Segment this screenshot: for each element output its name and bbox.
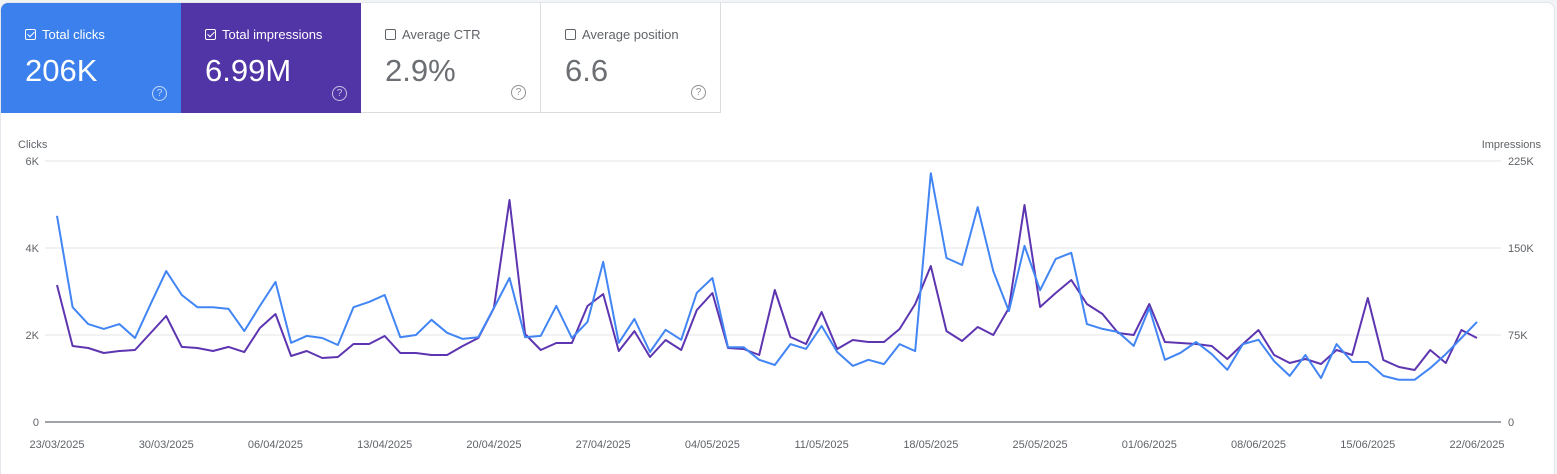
series-line-impressions (56, 199, 1478, 371)
metric-label: Total clicks (42, 27, 105, 42)
right-axis-tick-label: 225K (1508, 156, 1534, 168)
metric-value: 6.6 (565, 53, 609, 88)
right-axis-tick-label: 0 (1508, 417, 1514, 429)
left-axis-tick-label: 0 (33, 417, 39, 429)
x-axis-tick-label: 06/04/2025 (248, 439, 303, 451)
left-axis-tick-label: 4K (26, 243, 40, 255)
help-icon[interactable]: ? (332, 86, 347, 101)
series-line-clicks (56, 172, 1478, 381)
x-axis-tick-label: 22/06/2025 (1449, 439, 1504, 451)
metric-card-average-position[interactable]: Average position 6.6 ? (541, 3, 721, 113)
x-axis-tick-label: 25/05/2025 (1013, 439, 1068, 451)
help-icon[interactable]: ? (691, 85, 706, 100)
metric-card-total-clicks[interactable]: Total clicks 206K ? (1, 3, 181, 113)
x-axis-tick-label: 08/06/2025 (1231, 439, 1286, 451)
metric-label: Average position (582, 27, 679, 42)
left-axis-tick-label: 6K (26, 156, 40, 168)
x-axis-tick-label: 18/05/2025 (903, 439, 958, 451)
x-axis-tick-label: 27/04/2025 (576, 439, 631, 451)
x-axis-tick-label: 30/03/2025 (139, 439, 194, 451)
x-axis-tick-label: 20/04/2025 (466, 439, 521, 451)
help-icon[interactable]: ? (152, 86, 167, 101)
help-icon[interactable]: ? (511, 85, 526, 100)
x-axis-tick-label: 01/06/2025 (1122, 439, 1177, 451)
metric-card-total-impressions[interactable]: Total impressions 6.99M ? (181, 3, 361, 113)
checkbox-checked-icon[interactable] (25, 29, 36, 40)
metric-label: Average CTR (402, 27, 481, 42)
left-axis-tick-label: 2K (26, 330, 40, 342)
right-axis-tick-label: 150K (1508, 243, 1534, 255)
performance-chart: Clicks Impressions 0 2K 4K 6K 0 75K 150K 225K 23… (18, 139, 1542, 451)
x-axis-tick-label: 04/05/2025 (685, 439, 740, 451)
checkbox-checked-icon[interactable] (205, 29, 216, 40)
x-axis-tick-label: 13/04/2025 (357, 439, 412, 451)
metric-cards: Total clicks 206K ? Total impressions 6.… (1, 3, 721, 113)
x-axis-tick-label: 11/05/2025 (794, 439, 848, 451)
metric-card-average-ctr[interactable]: Average CTR 2.9% ? (361, 3, 541, 113)
x-axis-tick-label: 23/03/2025 (29, 439, 84, 451)
checkbox-unchecked-icon[interactable] (565, 29, 576, 40)
metric-value: 6.99M (205, 53, 292, 88)
x-axis-tick-label: 15/06/2025 (1340, 439, 1395, 451)
right-axis-tick-label: 75K (1508, 330, 1528, 342)
checkbox-unchecked-icon[interactable] (385, 29, 396, 40)
metric-value: 206K (25, 53, 98, 88)
metric-label: Total impressions (222, 27, 323, 42)
left-axis-title: Clicks (18, 139, 48, 151)
right-axis-title: Impressions (1482, 139, 1542, 151)
metric-value: 2.9% (385, 53, 456, 88)
